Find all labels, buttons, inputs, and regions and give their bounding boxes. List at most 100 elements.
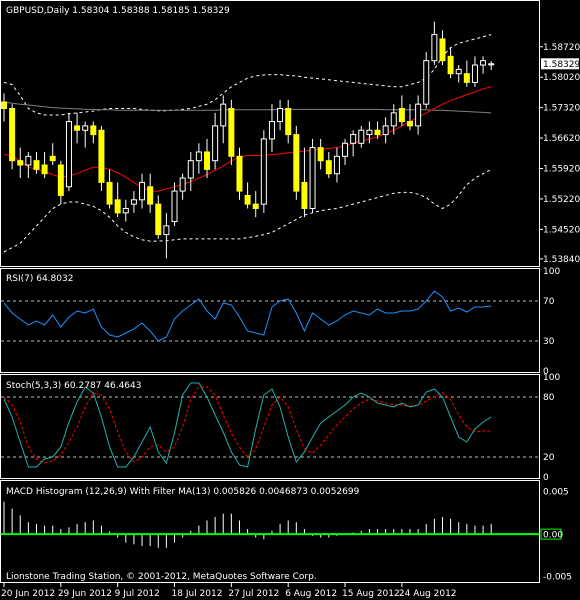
candle-body (277, 108, 284, 123)
candle (415, 95, 422, 135)
candle-body (155, 203, 162, 236)
candle (471, 56, 478, 87)
candle (325, 151, 332, 179)
rsi-pane-title: RSI(7) 64.8032 (6, 274, 73, 284)
candle-body (293, 134, 300, 192)
price-pane[interactable]: 1.58720 1.58020 1.57320 1.56620 1.55920 1.552… (0, 0, 580, 267)
candle-body (163, 225, 170, 236)
rsi-series (3, 290, 492, 342)
macd-y-axis: 0.005 -0.005 0.00 (540, 488, 572, 583)
candle (358, 125, 365, 148)
footer-copyright: Lionstone Trading Station, © 2001-2012, … (6, 572, 317, 582)
y-tick-label: 100 (543, 267, 560, 277)
candle (366, 121, 373, 144)
candle-body (41, 164, 48, 175)
candle-body (252, 203, 259, 209)
candle-body (455, 68, 462, 75)
candle-body (268, 121, 275, 140)
candle (147, 173, 154, 213)
candle (390, 104, 397, 135)
time-x-axis: 20 Jun 2012 29 Jun 2012 9 Jul 2012 18 Jul 2… (1, 583, 457, 599)
candle-body (139, 181, 146, 201)
candle (57, 160, 64, 205)
candle (447, 47, 454, 79)
candle-body (447, 55, 454, 75)
candle (139, 173, 146, 209)
candle (342, 138, 349, 166)
rsi-pane[interactable]: 100 70 30 0 RSI(7) 64.8032 (0, 267, 561, 377)
candle-body (130, 199, 137, 205)
rsi-pane-frame (0, 268, 540, 373)
candle-body (333, 155, 340, 175)
rsi-line (3, 290, 492, 342)
candle (488, 61, 495, 71)
candle-body (1, 101, 7, 110)
macd-histogram (3, 501, 492, 548)
candle-body (423, 60, 430, 105)
candle-body (309, 147, 316, 209)
macd-pane-frame (0, 480, 540, 583)
price-y-tick-label: 1.58720 (543, 43, 580, 53)
candle (106, 169, 113, 209)
candle (155, 195, 162, 239)
candle (179, 173, 186, 200)
price-y-axis: 1.58720 1.58020 1.57320 1.56620 1.55920 1.552… (540, 43, 580, 265)
macd-zero-box (540, 528, 562, 540)
candle-body (325, 160, 332, 175)
macd-y-tick-label: -0.005 (543, 573, 572, 583)
candle-body (480, 60, 487, 66)
price-y-tick-label: 1.55920 (543, 164, 580, 174)
x-tick-label: 15 Aug 2012 (342, 589, 400, 599)
candle-body (358, 129, 365, 144)
candle (333, 147, 340, 183)
macd-pane[interactable]: 0.005 -0.005 0.00 MACD Histogram (12,26,9)… (0, 480, 573, 583)
candle-body (382, 125, 389, 136)
candle (260, 130, 267, 213)
candle (187, 151, 194, 192)
stoch-signal-series (3, 386, 492, 464)
candle-body (374, 129, 381, 136)
candle-body (244, 194, 251, 205)
candle-body (317, 147, 324, 162)
candle (82, 121, 89, 148)
band-lower-line (3, 168, 492, 253)
bollinger-bands (3, 34, 492, 253)
x-tick-label: 29 Jun 2012 (58, 589, 112, 599)
candle-body (82, 125, 89, 131)
candle-body (25, 155, 32, 166)
y-tick-label: 30 (543, 337, 555, 347)
candle-body (114, 199, 121, 214)
candlesticks[interactable] (1, 21, 495, 259)
candle-body (471, 64, 478, 83)
macd-y-tick-label: 0.005 (543, 488, 569, 498)
x-tick-label: 20 Jun 2012 (1, 589, 55, 599)
candle-body (49, 155, 56, 162)
candle-body (98, 129, 105, 183)
stoch-pane[interactable]: 100 80 20 0 Stoch(5,3,3) 60.2787 46.4643 (0, 373, 561, 483)
candle-body (398, 108, 405, 123)
price-y-tick-label: 1.54520 (543, 225, 580, 235)
x-tick-label: 24 Aug 2012 (399, 589, 457, 599)
candle-body (147, 186, 154, 205)
candle (33, 151, 40, 174)
candle-body (431, 34, 438, 62)
candle-body (17, 160, 24, 166)
candle-body (301, 181, 308, 209)
candle-body (260, 138, 267, 205)
candle-body (74, 125, 81, 131)
candle (90, 121, 97, 144)
candle (1, 93, 7, 122)
candle (114, 182, 121, 218)
candle-body (195, 151, 202, 162)
candle-body (171, 190, 178, 223)
candle-body (57, 164, 64, 196)
candle (228, 99, 235, 166)
candle (204, 138, 210, 179)
candle-body (285, 108, 292, 136)
y-tick-label: 0 (543, 473, 549, 483)
price-y-tick-label: 1.56620 (543, 134, 580, 144)
x-tick-label: 6 Aug 2012 (285, 589, 337, 599)
candle (212, 112, 219, 170)
